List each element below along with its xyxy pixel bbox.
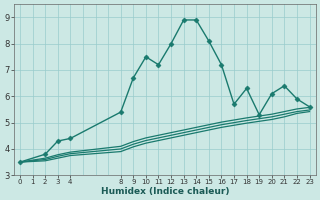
- X-axis label: Humidex (Indice chaleur): Humidex (Indice chaleur): [100, 187, 229, 196]
